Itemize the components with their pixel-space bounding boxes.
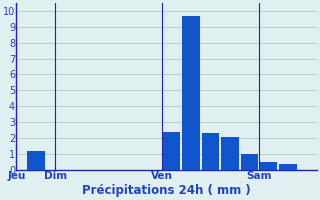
- Bar: [182, 16, 200, 170]
- Bar: [221, 137, 239, 170]
- Bar: [260, 162, 277, 170]
- X-axis label: Précipitations 24h ( mm ): Précipitations 24h ( mm ): [83, 184, 251, 197]
- Bar: [27, 151, 44, 170]
- Bar: [241, 154, 258, 170]
- Bar: [163, 132, 180, 170]
- Bar: [202, 133, 219, 170]
- Bar: [279, 164, 297, 170]
